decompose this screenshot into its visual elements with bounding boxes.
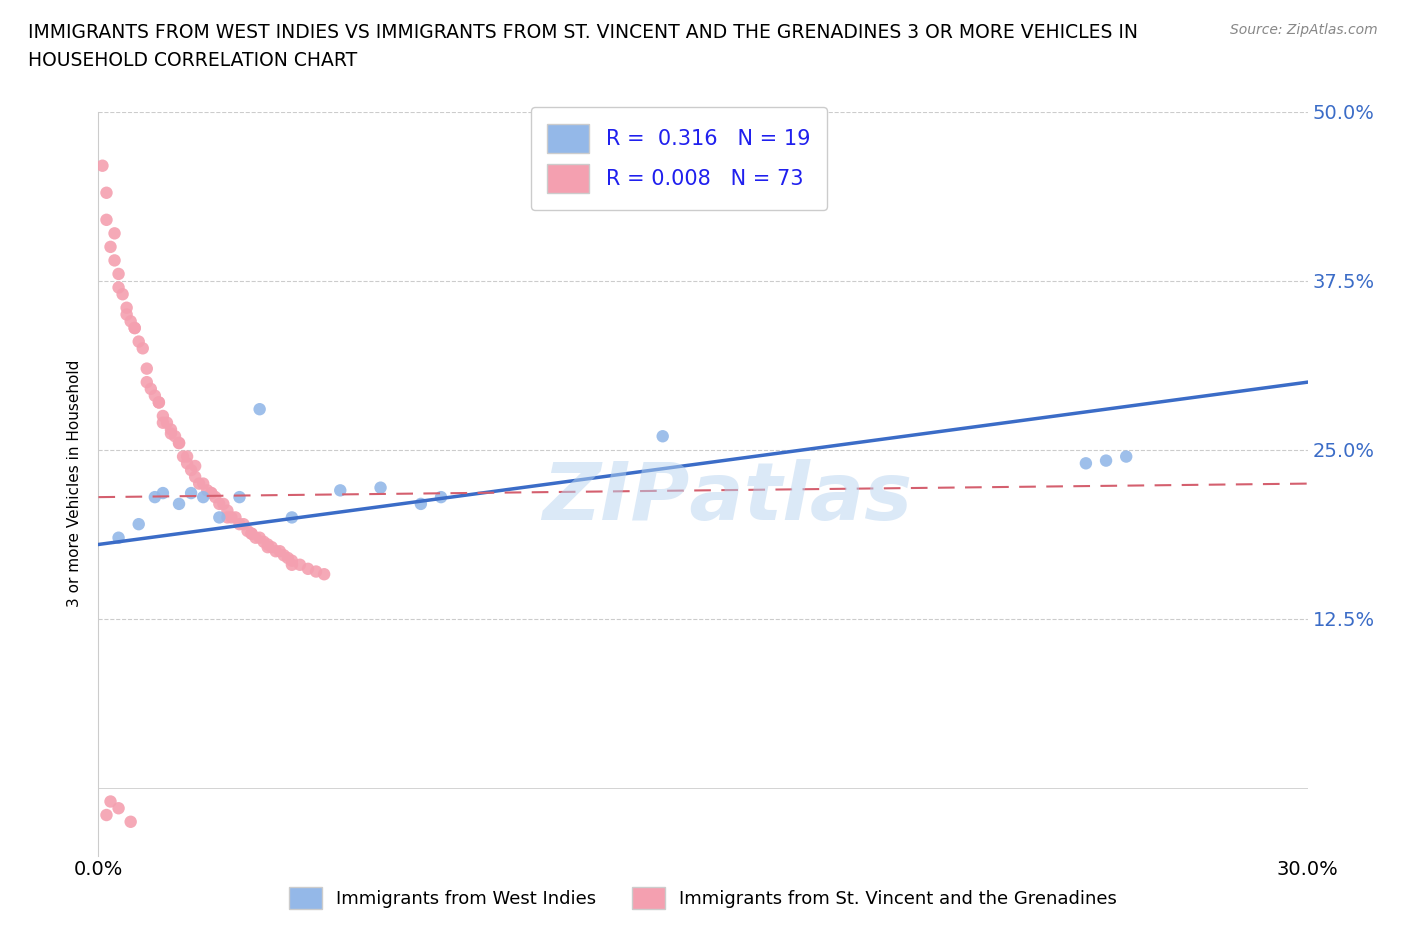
Point <box>217 510 239 525</box>
Point <box>200 485 222 500</box>
Point <box>96 185 118 200</box>
Point <box>264 544 287 559</box>
Point <box>288 557 311 572</box>
Point <box>152 485 174 500</box>
Point <box>107 267 129 282</box>
Legend: Immigrants from West Indies, Immigrants from St. Vincent and the Grenadines: Immigrants from West Indies, Immigrants … <box>281 880 1125 916</box>
Point <box>281 557 304 572</box>
Point <box>103 253 125 268</box>
Point <box>305 565 328 579</box>
Point <box>176 456 198 471</box>
Point <box>128 517 150 532</box>
Point <box>115 300 138 315</box>
Point <box>1095 453 1118 468</box>
Point <box>124 321 146 336</box>
Text: IMMIGRANTS FROM WEST INDIES VS IMMIGRANTS FROM ST. VINCENT AND THE GRENADINES 3 : IMMIGRANTS FROM WEST INDIES VS IMMIGRANT… <box>28 23 1137 42</box>
Point <box>240 526 263 541</box>
Point <box>172 449 194 464</box>
Text: HOUSEHOLD CORRELATION CHART: HOUSEHOLD CORRELATION CHART <box>28 51 357 70</box>
Point <box>217 503 239 518</box>
Point <box>160 422 183 437</box>
Point <box>193 490 215 505</box>
Point <box>100 239 122 254</box>
Point <box>120 815 142 830</box>
Point <box>96 807 118 822</box>
Point <box>96 212 118 227</box>
Point <box>152 408 174 423</box>
Point <box>115 307 138 322</box>
Point <box>160 426 183 441</box>
Point <box>297 562 319 577</box>
Point <box>236 524 259 538</box>
Point <box>180 462 202 477</box>
Point <box>221 510 243 525</box>
Point <box>135 361 157 376</box>
Point <box>152 416 174 431</box>
Point <box>143 490 166 505</box>
Point <box>212 497 235 512</box>
Point <box>148 395 170 410</box>
Point <box>139 381 162 396</box>
Point <box>111 286 134 301</box>
Point <box>176 449 198 464</box>
Point <box>228 517 250 532</box>
Point <box>277 551 299 565</box>
Point <box>184 458 207 473</box>
Point <box>120 313 142 328</box>
Point <box>193 476 215 491</box>
Point <box>256 539 278 554</box>
Point <box>269 544 291 559</box>
Point <box>124 321 146 336</box>
Point <box>204 490 226 505</box>
Point <box>232 517 254 532</box>
Point <box>281 510 304 525</box>
Point <box>143 388 166 403</box>
Point <box>1115 449 1137 464</box>
Point <box>409 497 432 512</box>
Legend: R =  0.316   N = 19, R = 0.008   N = 73: R = 0.316 N = 19, R = 0.008 N = 73 <box>530 107 827 210</box>
Point <box>253 535 276 550</box>
Point <box>167 497 190 512</box>
Text: ZIP​atlas: ZIP​atlas <box>543 459 912 538</box>
Y-axis label: 3 or more Vehicles in Household: 3 or more Vehicles in Household <box>67 360 83 607</box>
Point <box>281 553 304 568</box>
Point <box>148 395 170 410</box>
Point <box>208 497 231 512</box>
Point <box>100 794 122 809</box>
Point <box>1074 456 1097 471</box>
Point <box>200 485 222 500</box>
Point <box>107 801 129 816</box>
Point <box>256 537 278 551</box>
Point <box>107 530 129 545</box>
Point <box>135 375 157 390</box>
Point <box>249 530 271 545</box>
Point <box>651 429 673 444</box>
Point <box>195 483 218 498</box>
Point <box>107 280 129 295</box>
Point <box>128 334 150 349</box>
Point <box>167 435 190 450</box>
Point <box>314 566 336 581</box>
Point <box>156 416 179 431</box>
Point <box>430 490 453 505</box>
Point <box>180 485 202 500</box>
Text: Source: ZipAtlas.com: Source: ZipAtlas.com <box>1230 23 1378 37</box>
Point <box>132 341 155 356</box>
Point <box>273 548 295 563</box>
Point <box>103 226 125 241</box>
Point <box>228 490 250 505</box>
Point <box>163 429 186 444</box>
Point <box>208 510 231 525</box>
Point <box>370 480 392 495</box>
Point <box>240 526 263 541</box>
Point <box>184 470 207 485</box>
Point <box>188 476 211 491</box>
Point <box>224 510 246 525</box>
Point <box>260 539 283 554</box>
Point <box>167 435 190 450</box>
Point <box>249 402 271 417</box>
Point <box>91 158 114 173</box>
Point <box>329 483 352 498</box>
Point <box>245 530 267 545</box>
